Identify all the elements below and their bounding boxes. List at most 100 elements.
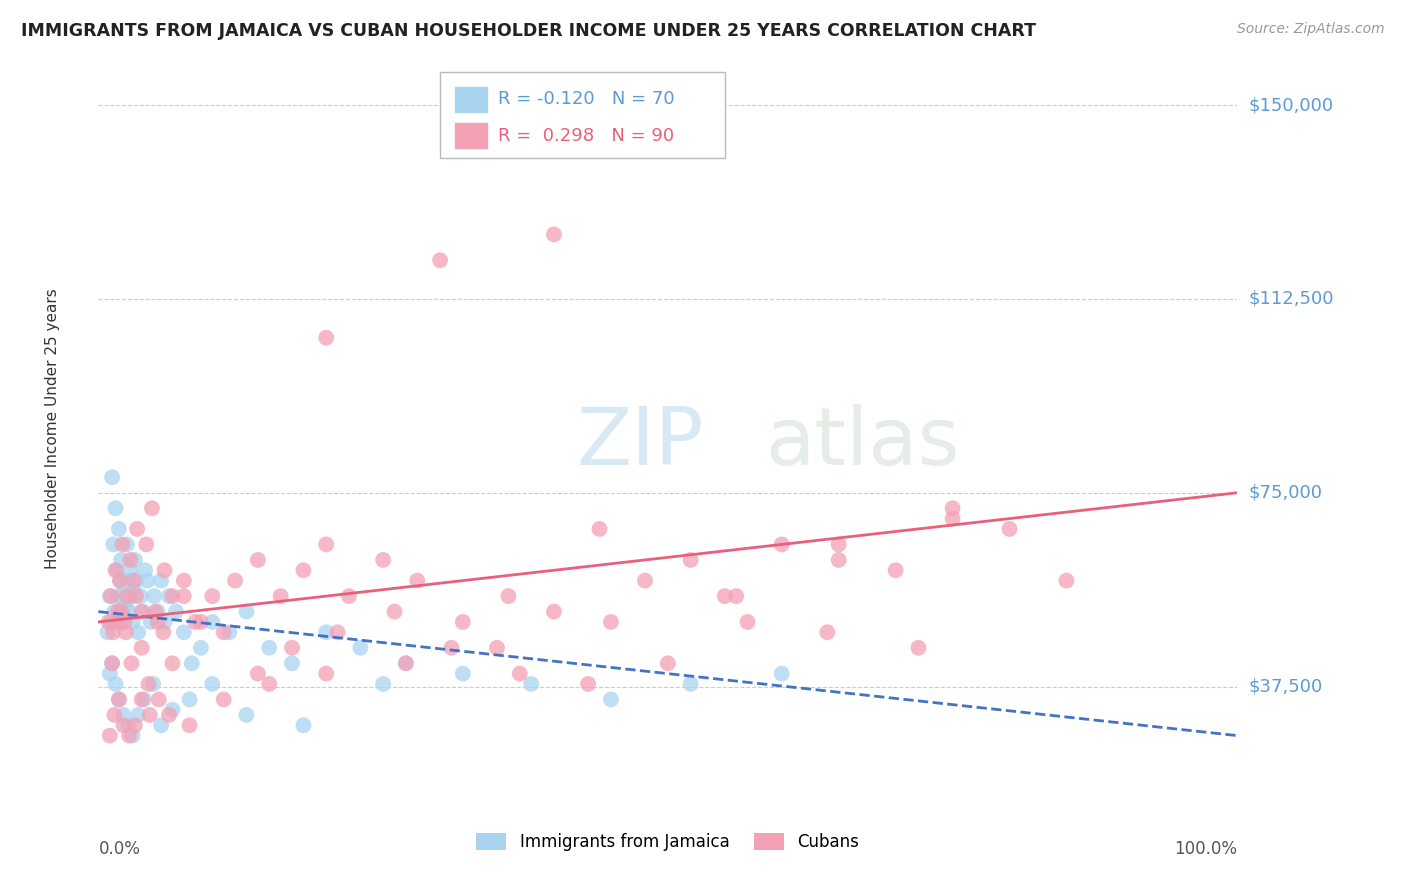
Point — [451, 666, 474, 681]
Point — [112, 594, 135, 608]
Point — [110, 553, 132, 567]
Point — [179, 718, 201, 732]
Point — [131, 605, 153, 619]
Point — [679, 677, 702, 691]
Text: $150,000: $150,000 — [1249, 96, 1333, 114]
Legend: Immigrants from Jamaica, Cubans: Immigrants from Jamaica, Cubans — [470, 827, 866, 858]
Point — [281, 657, 304, 671]
Point — [157, 589, 180, 603]
Point — [124, 553, 146, 567]
Point — [138, 677, 160, 691]
Point — [259, 677, 281, 691]
Point — [108, 522, 131, 536]
Point — [315, 331, 337, 345]
Point — [395, 657, 418, 671]
Point — [136, 574, 159, 588]
Point — [212, 625, 235, 640]
Point — [212, 692, 235, 706]
Point — [108, 574, 131, 588]
Point — [104, 563, 127, 577]
Point — [679, 553, 702, 567]
Point — [246, 666, 269, 681]
Point — [96, 625, 118, 640]
Point — [111, 537, 134, 551]
Point — [173, 589, 195, 603]
FancyBboxPatch shape — [454, 122, 488, 150]
Point — [634, 574, 657, 588]
Point — [121, 729, 143, 743]
Point — [576, 677, 599, 691]
Point — [98, 666, 121, 681]
Text: R = -0.120   N = 70: R = -0.120 N = 70 — [498, 90, 675, 108]
Point — [725, 589, 748, 603]
Text: 0.0%: 0.0% — [98, 840, 141, 858]
Point — [315, 666, 337, 681]
Point — [440, 640, 463, 655]
Point — [173, 625, 195, 640]
Point — [1056, 574, 1078, 588]
Point — [153, 615, 176, 629]
Point — [201, 615, 224, 629]
Point — [135, 537, 157, 551]
Text: IMMIGRANTS FROM JAMAICA VS CUBAN HOUSEHOLDER INCOME UNDER 25 YEARS CORRELATION C: IMMIGRANTS FROM JAMAICA VS CUBAN HOUSEHO… — [21, 22, 1036, 40]
Point — [815, 625, 838, 640]
Point — [828, 553, 851, 567]
Point — [100, 589, 122, 603]
Text: R =  0.298   N = 90: R = 0.298 N = 90 — [498, 127, 675, 145]
Point — [143, 589, 166, 603]
Point — [190, 615, 212, 629]
Point — [520, 677, 543, 691]
Point — [349, 640, 371, 655]
Point — [122, 583, 145, 598]
Point — [235, 708, 257, 723]
Point — [104, 501, 127, 516]
Point — [115, 589, 138, 603]
Point — [103, 625, 125, 640]
Point — [150, 718, 173, 732]
Point — [132, 605, 155, 619]
Point — [120, 563, 142, 577]
FancyBboxPatch shape — [454, 86, 488, 112]
Point — [103, 708, 125, 723]
Point — [326, 625, 349, 640]
Point — [180, 657, 202, 671]
Point — [117, 718, 139, 732]
Point — [103, 605, 125, 619]
Text: Householder Income Under 25 years: Householder Income Under 25 years — [45, 288, 60, 568]
Point — [131, 692, 153, 706]
Point — [942, 511, 965, 525]
Point — [111, 615, 134, 629]
Point — [138, 708, 160, 723]
Point — [127, 522, 149, 536]
Point — [270, 589, 292, 603]
Point — [184, 615, 207, 629]
Text: $75,000: $75,000 — [1249, 483, 1323, 502]
Point — [108, 692, 131, 706]
Point — [371, 677, 394, 691]
Point — [97, 615, 120, 629]
Point — [770, 666, 793, 681]
Text: atlas: atlas — [765, 404, 959, 483]
Point — [600, 615, 623, 629]
Point — [315, 537, 337, 551]
Point — [120, 657, 142, 671]
Point — [101, 470, 124, 484]
Point — [101, 657, 124, 671]
Point — [112, 708, 135, 723]
Point — [134, 563, 156, 577]
Point — [907, 640, 929, 655]
Point — [714, 589, 737, 603]
Point — [108, 692, 131, 706]
Point — [148, 692, 170, 706]
Point — [337, 589, 360, 603]
Point — [118, 729, 141, 743]
Point — [118, 605, 141, 619]
Point — [884, 563, 907, 577]
Point — [141, 501, 163, 516]
Text: $112,500: $112,500 — [1249, 290, 1334, 308]
Point — [101, 657, 124, 671]
Point — [165, 605, 187, 619]
Point — [162, 657, 184, 671]
Point — [110, 605, 132, 619]
Point — [139, 615, 162, 629]
